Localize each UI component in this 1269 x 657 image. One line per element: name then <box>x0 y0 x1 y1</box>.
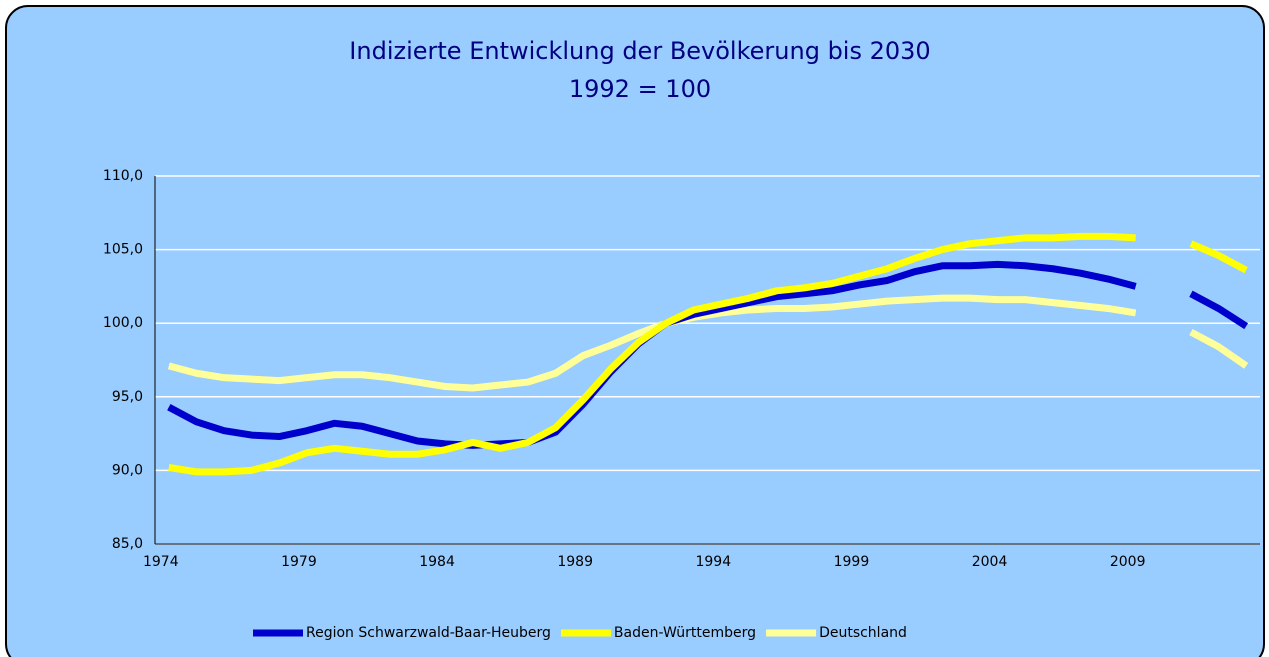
series-line <box>1189 328 1249 369</box>
x-tick-label: 2004 <box>972 554 1008 570</box>
x-tick-label: 1999 <box>834 554 870 570</box>
x-tick-label: 1974 <box>143 554 179 570</box>
y-tick-label: 90,0 <box>112 462 143 478</box>
y-tick-label: 95,0 <box>112 389 143 405</box>
legend-label: Deutschland <box>819 625 907 641</box>
y-tick-label: 105,0 <box>103 242 143 258</box>
chart-title: Indizierte Entwicklung der Bevölkerung b… <box>349 37 930 65</box>
x-tick-label: 1989 <box>557 554 593 570</box>
y-tick-label: 110,0 <box>103 168 143 184</box>
x-tick-label: 1979 <box>281 554 317 570</box>
legend-label: Region Schwarzwald-Baar-Heuberg <box>306 625 551 641</box>
series-line <box>168 232 1136 476</box>
series-line <box>1189 240 1248 274</box>
x-tick-label: 1994 <box>695 554 731 570</box>
x-tick-label: 2009 <box>1110 554 1146 570</box>
y-tick-label: 85,0 <box>112 536 143 552</box>
series-line <box>1189 290 1249 330</box>
series-line <box>167 294 1137 392</box>
x-tick-label: 1984 <box>419 554 455 570</box>
legend-label: Baden-Württemberg <box>614 625 756 641</box>
chart-subtitle: 1992 = 100 <box>569 75 711 103</box>
y-tick-label: 100,0 <box>103 315 143 331</box>
